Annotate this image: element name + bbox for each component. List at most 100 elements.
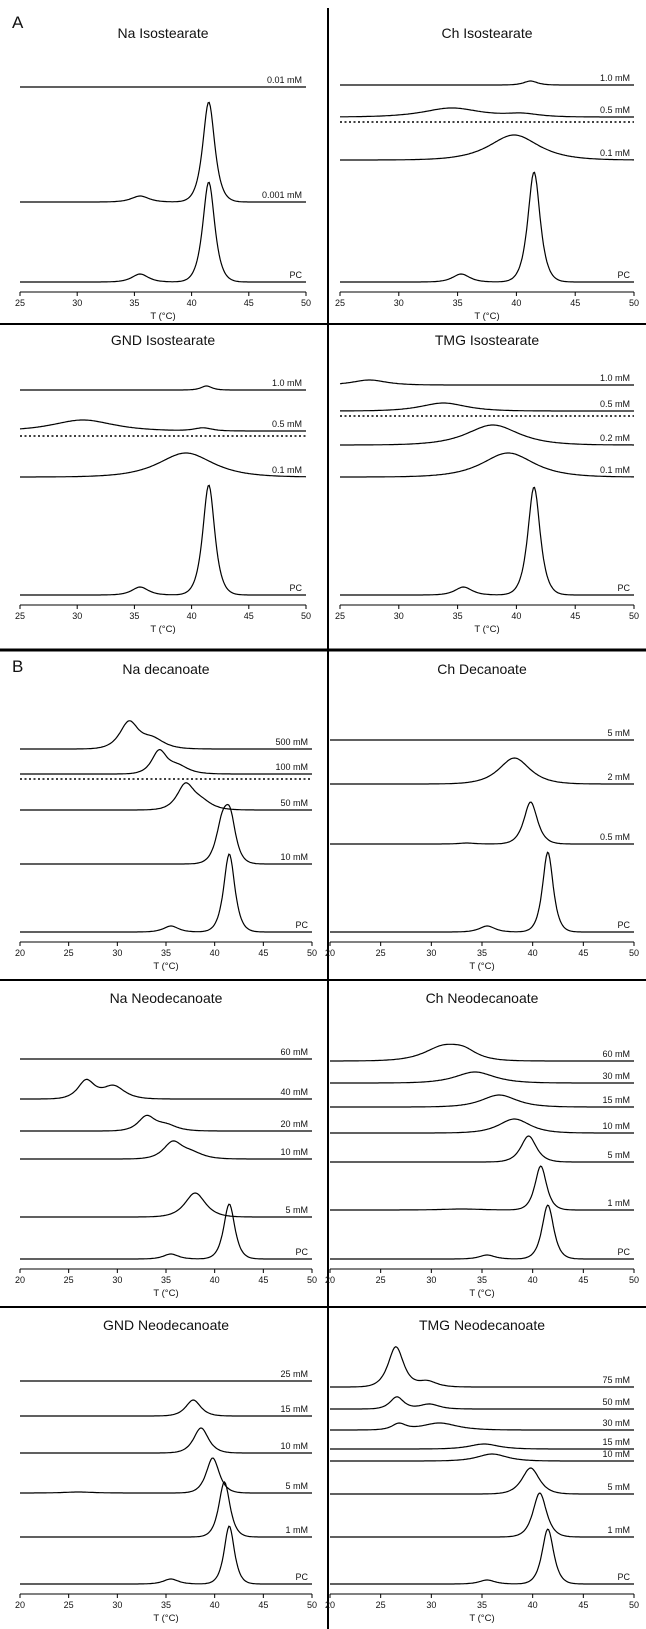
- series-label: 30 mM: [602, 1418, 630, 1428]
- series-label: 15 mM: [280, 1404, 308, 1414]
- series-label: 0.5 mM: [272, 419, 302, 429]
- chart-title: Na Neodecanoate: [110, 990, 223, 1006]
- series-label: 100 mM: [275, 762, 308, 772]
- x-axis-title: T (°C): [474, 624, 499, 635]
- series-label: 5 mM: [608, 1482, 631, 1492]
- section-label-b: B: [12, 657, 23, 676]
- x-axis-title: T (°C): [150, 624, 175, 635]
- thermogram-curve: [330, 1165, 634, 1211]
- thermogram-curve: [20, 1114, 312, 1132]
- figure-frame: [0, 8, 646, 1629]
- x-tick-label: 45: [570, 611, 580, 621]
- x-tick-label: 50: [629, 1275, 639, 1285]
- x-tick-label: 50: [307, 1275, 317, 1285]
- thermogram-curve: [20, 720, 312, 750]
- x-tick-label: 20: [325, 1600, 335, 1610]
- series-label: 1 mM: [608, 1525, 631, 1535]
- chart-title: Ch Isostearate: [441, 25, 532, 41]
- thermogram-curve: [340, 80, 634, 86]
- x-tick-label: 45: [244, 611, 254, 621]
- thermogram-curve: [20, 1203, 312, 1260]
- section-label-a: A: [12, 13, 24, 32]
- thermogram-curve: [340, 134, 634, 161]
- x-tick-label: 35: [129, 611, 139, 621]
- x-tick-label: 45: [578, 1275, 588, 1285]
- thermogram-curve: [330, 1043, 634, 1062]
- thermogram-curve: [19, 419, 306, 432]
- series-label: 0.2 mM: [600, 433, 630, 443]
- x-tick-label: 25: [64, 1275, 74, 1285]
- series-label: 1 mM: [608, 1198, 631, 1208]
- thermogram-curve: [330, 1346, 634, 1388]
- x-tick-label: 35: [477, 1275, 487, 1285]
- series-label: PC: [295, 1572, 308, 1582]
- x-tick-label: 20: [325, 1275, 335, 1285]
- x-tick-label: 50: [629, 1600, 639, 1610]
- x-tick-label: 40: [210, 1275, 220, 1285]
- x-tick-label: 45: [578, 948, 588, 958]
- series-label: 5 mM: [286, 1205, 309, 1215]
- chart-panel: Na Isostearate 25 30 35 40 45 50 T (°C) PC 0.001 …: [15, 25, 311, 322]
- x-tick-label: 20: [15, 1600, 25, 1610]
- thermogram-curve: [330, 1492, 634, 1538]
- thermogram-curve: [20, 1192, 312, 1218]
- series-label: 1 mM: [286, 1525, 309, 1535]
- x-tick-label: 25: [15, 611, 25, 621]
- thermogram-curve: [330, 1467, 634, 1495]
- thermogram-curve: [20, 385, 306, 391]
- series-label: 0.001 mM: [262, 190, 302, 200]
- thermogram-curve: [20, 782, 312, 811]
- x-tick-label: 50: [629, 298, 639, 308]
- x-tick-label: 40: [187, 298, 197, 308]
- series-label: 60 mM: [280, 1047, 308, 1057]
- x-tick-label: 35: [453, 298, 463, 308]
- x-tick-label: 35: [477, 948, 487, 958]
- series-label: 10 mM: [280, 1147, 308, 1157]
- series-label: 5 mM: [608, 728, 631, 738]
- x-tick-label: 25: [335, 298, 345, 308]
- series-label: 0.5 mM: [600, 399, 630, 409]
- thermogram-curve: [20, 1525, 312, 1585]
- chart-title: Na Isostearate: [117, 25, 208, 41]
- thermogram-curve: [330, 1453, 634, 1462]
- x-tick-label: 40: [511, 611, 521, 621]
- x-tick-label: 25: [376, 948, 386, 958]
- series-label: 75 mM: [602, 1375, 630, 1385]
- series-label: 10 mM: [602, 1121, 630, 1131]
- thermogram-curve: [20, 101, 306, 203]
- series-label: 60 mM: [602, 1049, 630, 1059]
- x-tick-label: 50: [301, 298, 311, 308]
- series-label: PC: [295, 920, 308, 930]
- x-tick-label: 30: [72, 298, 82, 308]
- x-tick-label: 35: [129, 298, 139, 308]
- thermogram-curve: [330, 1094, 634, 1108]
- x-tick-label: 25: [15, 298, 25, 308]
- thermogram-curve: [330, 1118, 634, 1134]
- x-tick-label: 30: [394, 298, 404, 308]
- series-label: 5 mM: [286, 1481, 309, 1491]
- series-label: 10 mM: [280, 852, 308, 862]
- series-label: PC: [617, 1572, 630, 1582]
- series-label: 40 mM: [280, 1087, 308, 1097]
- x-tick-label: 45: [244, 298, 254, 308]
- x-tick-label: 45: [258, 948, 268, 958]
- thermogram-curve: [330, 1528, 634, 1585]
- x-tick-label: 20: [15, 1275, 25, 1285]
- thermogram-curve: [330, 1135, 634, 1163]
- x-tick-label: 25: [335, 611, 345, 621]
- thermogram-curve: [330, 851, 634, 933]
- x-tick-label: 50: [629, 948, 639, 958]
- series-label: PC: [289, 270, 302, 280]
- x-tick-label: 40: [528, 1600, 538, 1610]
- series-label: 0.1 mM: [272, 465, 302, 475]
- x-axis-title: T (°C): [469, 961, 494, 972]
- x-tick-label: 30: [112, 1600, 122, 1610]
- chart-title: GND Isostearate: [111, 332, 215, 348]
- series-label: 10 mM: [602, 1449, 630, 1459]
- x-tick-label: 40: [511, 298, 521, 308]
- thermogram-curve: [330, 1204, 634, 1260]
- x-tick-label: 30: [112, 948, 122, 958]
- x-tick-label: 40: [528, 948, 538, 958]
- series-label: 50 mM: [602, 1397, 630, 1407]
